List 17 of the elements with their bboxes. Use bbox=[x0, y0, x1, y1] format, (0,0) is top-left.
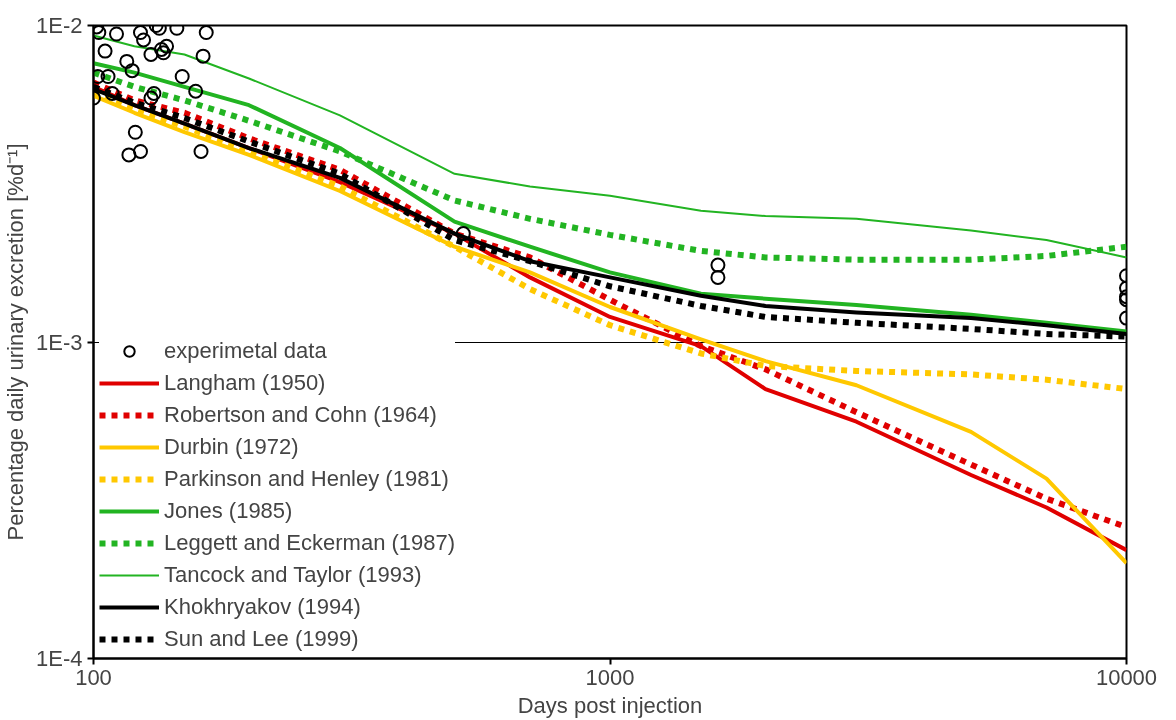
legend-label: Jones (1985) bbox=[164, 498, 293, 524]
legend-label: Durbin (1972) bbox=[164, 434, 299, 460]
x-tick-label: 10000 bbox=[1095, 664, 1158, 690]
legend-label: Robertson and Cohn (1964) bbox=[164, 402, 437, 428]
y-tick-label: 1E-2 bbox=[36, 13, 83, 38]
y-axis-title: Percentage daily urinary excretion [%d⁻¹] bbox=[3, 143, 29, 541]
legend-label: Leggett and Eckerman (1987) bbox=[164, 530, 456, 556]
x-axis-title: Days post injection bbox=[517, 692, 703, 718]
y-tick-label: 1E-4 bbox=[36, 646, 83, 671]
legend-label: Khokhryakov (1994) bbox=[164, 594, 361, 620]
legend-label: Sun and Lee (1999) bbox=[164, 626, 359, 652]
legend-label: experimetal data bbox=[164, 338, 327, 364]
y-tick-label: 1E-3 bbox=[36, 329, 83, 355]
legend-label: Tancock and Taylor (1993) bbox=[164, 562, 422, 588]
legend-label: Parkinson and Henley (1981) bbox=[164, 466, 449, 492]
x-tick-label: 1000 bbox=[585, 664, 635, 690]
legend-label: Langham (1950) bbox=[164, 370, 326, 396]
